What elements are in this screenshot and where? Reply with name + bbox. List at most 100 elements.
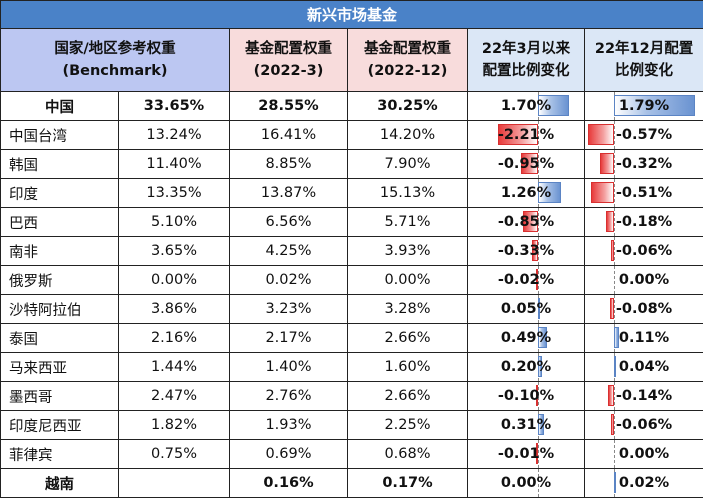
benchmark-cell	[119, 469, 230, 498]
change-dec-cell: -0.06%	[585, 411, 703, 440]
weight-2022-12-cell: 0.00%	[348, 266, 468, 295]
country-cell: 印度尼西亚	[1, 411, 119, 440]
change-since-mar-cell-bar-area: 0.31%	[468, 411, 584, 439]
benchmark-cell: 2.16%	[119, 324, 230, 353]
header-benchmark: 国家/地区参考权重 (Benchmark)	[1, 29, 230, 92]
change-dec-cell: -0.14%	[585, 382, 703, 411]
benchmark-cell: 5.10%	[119, 208, 230, 237]
change-dec-cell-bar-area: -0.18%	[585, 208, 703, 236]
country-cell: 中国	[1, 92, 119, 121]
change-value: -0.95%	[468, 150, 584, 178]
country-cell: 泰国	[1, 324, 119, 353]
change-since-mar-cell: 0.00%	[468, 469, 585, 498]
country-cell: 墨西哥	[1, 382, 119, 411]
header-change-since-mar-line2: 配置比例变化	[468, 60, 584, 82]
change-dec-cell: -0.51%	[585, 179, 703, 208]
header-weight-2022-12: 基金配置权重 (2022-12)	[348, 29, 468, 92]
header-row: 国家/地区参考权重 (Benchmark) 基金配置权重 (2022-3) 基金…	[1, 29, 703, 92]
benchmark-cell: 1.44%	[119, 353, 230, 382]
weight-2022-12-cell: 7.90%	[348, 150, 468, 179]
weight-2022-12-cell: 0.68%	[348, 440, 468, 469]
country-cell: 越南	[1, 469, 119, 498]
change-since-mar-cell: 0.31%	[468, 411, 585, 440]
change-value: 0.00%	[585, 440, 703, 468]
weight-2022-12-cell: 0.17%	[348, 469, 468, 498]
benchmark-cell: 13.35%	[119, 179, 230, 208]
weight-2022-12-cell: 3.28%	[348, 295, 468, 324]
change-dec-cell-bar-area: 0.02%	[585, 469, 703, 497]
weight-2022-3-cell: 6.56%	[230, 208, 348, 237]
header-weight-2022-3: 基金配置权重 (2022-3)	[230, 29, 348, 92]
change-value: 1.79%	[585, 92, 703, 120]
change-since-mar-cell-bar-area: -0.10%	[468, 382, 584, 410]
change-value: -0.10%	[468, 382, 584, 410]
weight-2022-3-cell: 0.69%	[230, 440, 348, 469]
weight-2022-3-cell: 8.85%	[230, 150, 348, 179]
country-cell: 俄罗斯	[1, 266, 119, 295]
header-benchmark-line1: 国家/地区参考权重	[1, 38, 229, 60]
change-dec-cell-bar-area: -0.32%	[585, 150, 703, 178]
change-value: 0.05%	[468, 295, 584, 323]
change-since-mar-cell: 0.05%	[468, 295, 585, 324]
weight-2022-12-cell: 2.66%	[348, 382, 468, 411]
change-since-mar-cell: -2.21%	[468, 121, 585, 150]
change-value: -0.06%	[585, 411, 703, 439]
benchmark-cell: 1.82%	[119, 411, 230, 440]
change-value: -0.85%	[468, 208, 584, 236]
change-dec-cell-bar-area: 0.04%	[585, 353, 703, 381]
change-since-mar-cell: 0.49%	[468, 324, 585, 353]
change-value: -0.08%	[585, 295, 703, 323]
change-dec-cell: -0.57%	[585, 121, 703, 150]
change-value: -0.14%	[585, 382, 703, 410]
change-value: -0.18%	[585, 208, 703, 236]
change-dec-cell-bar-area: 0.11%	[585, 324, 703, 352]
change-since-mar-cell-bar-area: 0.49%	[468, 324, 584, 352]
change-since-mar-cell-bar-area: 0.20%	[468, 353, 584, 381]
change-since-mar-cell-bar-area: -0.01%	[468, 440, 584, 468]
change-since-mar-cell: 1.70%	[468, 92, 585, 121]
change-dec-cell: 0.04%	[585, 353, 703, 382]
change-since-mar-cell-bar-area: 0.05%	[468, 295, 584, 323]
change-dec-cell: -0.06%	[585, 237, 703, 266]
header-change-dec-line1: 22年12月配置	[585, 38, 703, 60]
change-since-mar-cell-bar-area: -0.33%	[468, 237, 584, 265]
benchmark-cell: 33.65%	[119, 92, 230, 121]
header-weight-2022-12-line1: 基金配置权重	[348, 38, 467, 60]
country-cell: 韩国	[1, 150, 119, 179]
change-value: 0.04%	[585, 353, 703, 381]
change-value: -0.02%	[468, 266, 584, 294]
change-value: 0.31%	[468, 411, 584, 439]
weight-2022-3-cell: 0.16%	[230, 469, 348, 498]
change-dec-cell-bar-area: -0.08%	[585, 295, 703, 323]
change-value: -0.57%	[585, 121, 703, 149]
change-value: -0.06%	[585, 237, 703, 265]
country-cell: 沙特阿拉伯	[1, 295, 119, 324]
weight-2022-3-cell: 2.17%	[230, 324, 348, 353]
change-value: 0.00%	[585, 266, 703, 294]
change-since-mar-cell: -0.10%	[468, 382, 585, 411]
table-title: 新兴市场基金	[1, 1, 703, 29]
change-since-mar-cell-bar-area: 1.70%	[468, 92, 584, 120]
weight-2022-3-cell: 1.93%	[230, 411, 348, 440]
benchmark-cell: 3.65%	[119, 237, 230, 266]
change-dec-cell-bar-area: -0.57%	[585, 121, 703, 149]
header-change-dec-line2: 比例变化	[585, 60, 703, 82]
change-value: 0.49%	[468, 324, 584, 352]
country-cell: 马来西亚	[1, 353, 119, 382]
weight-2022-12-cell: 14.20%	[348, 121, 468, 150]
benchmark-cell: 2.47%	[119, 382, 230, 411]
change-since-mar-cell: 1.26%	[468, 179, 585, 208]
change-dec-cell-bar-area: -0.51%	[585, 179, 703, 207]
change-dec-cell: 0.00%	[585, 440, 703, 469]
weight-2022-12-cell: 30.25%	[348, 92, 468, 121]
change-since-mar-cell-bar-area: -0.02%	[468, 266, 584, 294]
header-change-dec: 22年12月配置 比例变化	[585, 29, 703, 92]
